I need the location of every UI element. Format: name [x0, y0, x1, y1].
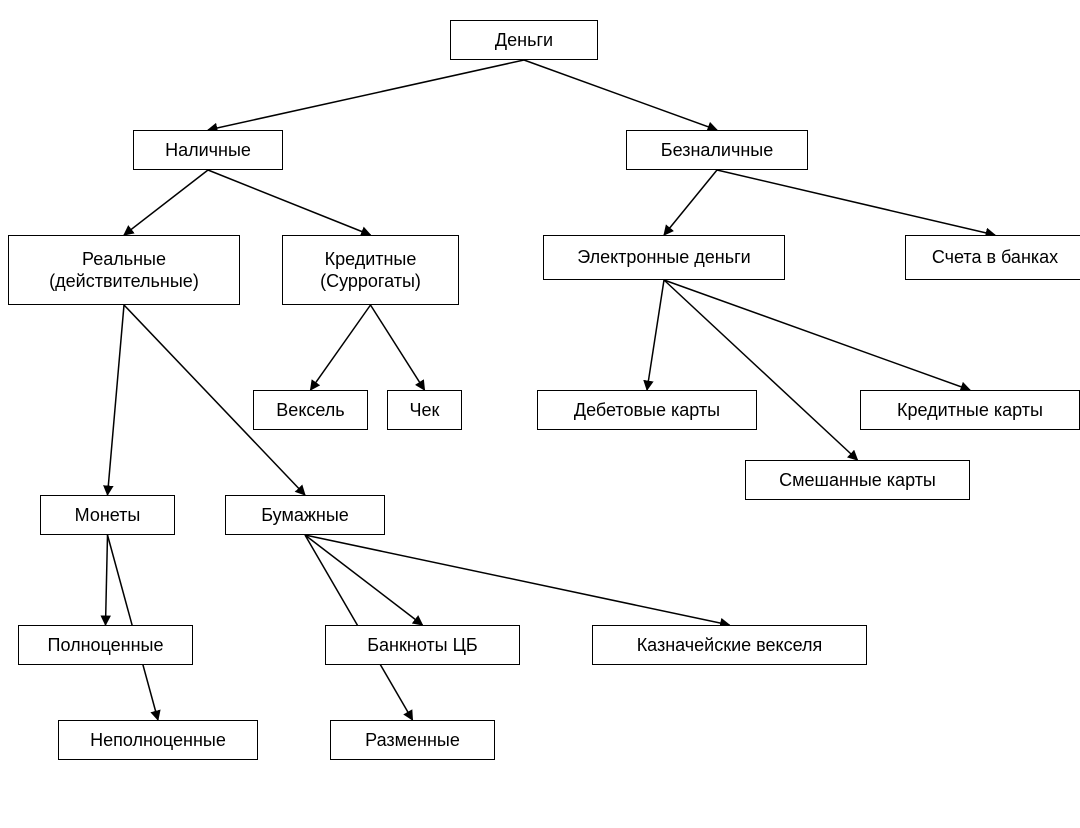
node-label: Безналичные: [661, 139, 773, 162]
node-bank: Счета в банках: [905, 235, 1080, 280]
node-banknotes: Банкноты ЦБ: [325, 625, 520, 665]
node-label: Дебетовые карты: [574, 399, 720, 422]
edge-emoney-debit: [647, 280, 664, 390]
node-label: Полноценные: [48, 634, 164, 657]
node-cheque: Чек: [387, 390, 462, 430]
node-change: Разменные: [330, 720, 495, 760]
diagram-canvas: Деньги Наличные Безналичные Реальные(действ…: [0, 0, 1080, 828]
node-money: Деньги: [450, 20, 598, 60]
edge-coins-full: [106, 535, 108, 625]
node-full: Полноценные: [18, 625, 193, 665]
node-real: Реальные(действительные): [8, 235, 240, 305]
edge-paper-treasury: [305, 535, 730, 625]
node-debit: Дебетовые карты: [537, 390, 757, 430]
node-noncash: Безналичные: [626, 130, 808, 170]
edge-money-noncash: [524, 60, 717, 130]
node-label: Разменные: [365, 729, 460, 752]
node-credit: Кредитные(Суррогаты): [282, 235, 459, 305]
node-cash: Наличные: [133, 130, 283, 170]
node-label: Смешанные карты: [779, 469, 936, 492]
node-label: Монеты: [75, 504, 141, 527]
node-label: Электронные деньги: [577, 246, 750, 269]
edge-noncash-bank: [717, 170, 995, 235]
node-emoney: Электронные деньги: [543, 235, 785, 280]
edge-emoney-mixedcard: [664, 280, 858, 460]
node-paper: Бумажные: [225, 495, 385, 535]
edge-cash-credit: [208, 170, 371, 235]
edge-cash-real: [124, 170, 208, 235]
edge-credit-bill: [311, 305, 371, 390]
edge-credit-cheque: [371, 305, 425, 390]
edge-real-coins: [108, 305, 125, 495]
node-mixedcard: Смешанные карты: [745, 460, 970, 500]
node-creditcard: Кредитные карты: [860, 390, 1080, 430]
node-treasury: Казначейские векселя: [592, 625, 867, 665]
node-label: Наличные: [165, 139, 251, 162]
node-label: Счета в банках: [932, 246, 1058, 269]
node-nonfull: Неполноценные: [58, 720, 258, 760]
node-label: Реальные(действительные): [49, 248, 199, 293]
node-label: Казначейские векселя: [637, 634, 823, 657]
node-label: Чек: [410, 399, 440, 422]
edge-paper-banknotes: [305, 535, 423, 625]
node-label: Бумажные: [261, 504, 349, 527]
node-label: Деньги: [495, 29, 553, 52]
node-label: Вексель: [276, 399, 344, 422]
node-label: Неполноценные: [90, 729, 226, 752]
edge-money-cash: [208, 60, 524, 130]
node-label: Банкноты ЦБ: [367, 634, 478, 657]
node-coins: Монеты: [40, 495, 175, 535]
edge-emoney-creditcard: [664, 280, 970, 390]
node-label: Кредитные карты: [897, 399, 1043, 422]
node-label: Кредитные(Суррогаты): [320, 248, 421, 293]
edge-noncash-emoney: [664, 170, 717, 235]
node-bill: Вексель: [253, 390, 368, 430]
